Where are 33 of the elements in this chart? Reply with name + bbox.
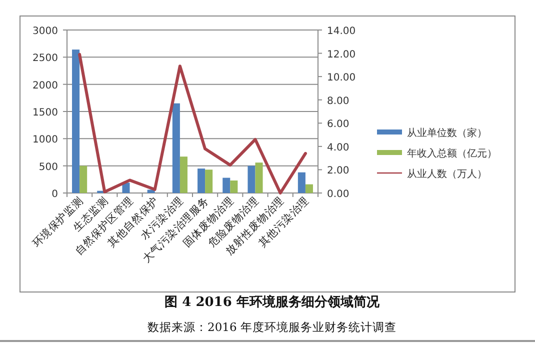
bar [198,168,206,193]
legend-label: 年收入总额（亿元） [407,148,497,160]
text: 图 4 2016 年环境服务细分领域简况 [164,294,380,310]
y-tick-label: 2000 [32,80,58,92]
bar [180,156,188,193]
y-tick-label: 500 [38,162,58,173]
y2-tick-label: 10.00 [327,72,356,84]
legend-label: 从业人数（万人） [407,168,487,180]
bar [248,166,256,193]
y-tick-label: 3000 [32,26,58,37]
bar [222,178,230,193]
y2-tick-label: 0.00 [327,189,350,200]
y-tick-label: 2500 [32,53,58,64]
y2-tick-label: 4.00 [327,142,350,154]
y2-tick-label: 8.00 [327,96,350,107]
bar [72,50,80,193]
bar [172,103,180,193]
source-note: 数据来源：2016 年度环境服务业财务统计调查 [148,320,396,334]
y2-tick-label: 6.00 [327,119,350,130]
legend-label: 从业单位数（家） [407,127,487,139]
bar [205,170,213,193]
bar [80,166,88,193]
bar [298,172,306,193]
bar [255,162,263,193]
y-tick-label: 0 [52,189,58,200]
y2-tick-label: 2.00 [327,166,350,177]
line-series [78,52,307,194]
y-tick-label: 1000 [32,134,58,146]
bar [230,180,238,193]
y-tick-label: 1500 [32,108,58,118]
y2-tick-label: 14.00 [327,26,356,37]
y2-tick-label: 12.00 [327,49,356,60]
bar [305,184,313,193]
